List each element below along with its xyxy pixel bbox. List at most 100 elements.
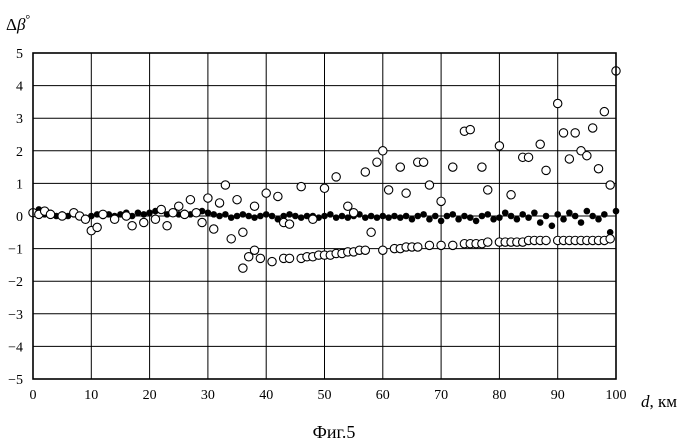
filled-point <box>222 211 228 217</box>
filled-point <box>485 211 491 217</box>
open-point <box>594 165 602 173</box>
filled-point <box>561 216 567 222</box>
open-point <box>524 153 532 161</box>
filled-point <box>537 220 543 226</box>
filled-point <box>549 223 555 229</box>
filled-point <box>228 215 234 221</box>
filled-point <box>269 213 275 219</box>
filled-point <box>508 213 514 219</box>
x-tick-label: 40 <box>259 388 273 403</box>
filled-point <box>380 213 386 219</box>
filled-point <box>479 213 485 219</box>
y-tick-label: 3 <box>16 112 23 127</box>
open-point <box>175 202 183 210</box>
filled-point <box>572 213 578 219</box>
open-point <box>425 181 433 189</box>
open-point <box>495 142 503 150</box>
open-point <box>542 236 550 244</box>
y-tick-label: 2 <box>16 145 23 160</box>
x-tick-label: 10 <box>84 388 98 403</box>
filled-point <box>205 210 211 216</box>
filled-point <box>368 213 374 219</box>
open-point <box>93 223 101 231</box>
open-point <box>606 235 614 243</box>
filled-point <box>240 211 246 217</box>
filled-point <box>461 213 467 219</box>
open-point <box>484 238 492 246</box>
open-point <box>361 168 369 176</box>
open-point <box>379 147 387 155</box>
filled-point <box>257 213 263 219</box>
open-point <box>425 241 433 249</box>
filled-point <box>415 213 421 219</box>
filled-point <box>491 216 497 222</box>
open-point <box>110 215 118 223</box>
filled-point <box>298 215 304 221</box>
open-point <box>256 254 264 262</box>
open-point <box>419 158 427 166</box>
open-point <box>221 181 229 189</box>
open-point <box>536 140 544 148</box>
open-point <box>233 196 241 204</box>
open-point <box>437 241 445 249</box>
open-point <box>484 186 492 194</box>
x-tick-label: 20 <box>143 388 157 403</box>
open-point <box>437 197 445 205</box>
filled-point <box>333 215 339 221</box>
filled-point <box>252 215 258 221</box>
y-tick-label: 5 <box>16 47 23 62</box>
filled-point <box>263 211 269 217</box>
x-tick-label: 60 <box>376 388 390 403</box>
open-point <box>379 246 387 254</box>
filled-point <box>141 211 147 217</box>
filled-point <box>322 213 328 219</box>
open-point <box>180 210 188 218</box>
open-point <box>320 184 328 192</box>
filled-point <box>409 216 415 222</box>
open-point <box>285 220 293 228</box>
filled-point <box>234 213 240 219</box>
filled-point <box>566 210 572 216</box>
open-point <box>332 173 340 181</box>
filled-point <box>391 213 397 219</box>
open-point <box>349 209 357 217</box>
open-point <box>373 158 381 166</box>
open-point <box>227 235 235 243</box>
open-point <box>361 246 369 254</box>
x-axis-label: d, км <box>641 392 677 411</box>
filled-point <box>362 215 368 221</box>
filled-point <box>531 210 537 216</box>
open-point <box>559 129 567 137</box>
filled-point <box>217 213 223 219</box>
filled-point <box>578 220 584 226</box>
x-tick-label: 30 <box>201 388 215 403</box>
open-point <box>297 182 305 190</box>
filled-point <box>432 213 438 219</box>
filled-point <box>339 213 345 219</box>
x-tick-label: 70 <box>434 388 448 403</box>
x-tick-label: 50 <box>318 388 332 403</box>
open-point <box>588 124 596 132</box>
filled-point <box>456 216 462 222</box>
filled-point <box>496 215 502 221</box>
y-tick-label: −2 <box>8 275 23 290</box>
filled-point <box>444 213 450 219</box>
open-point <box>274 192 282 200</box>
open-point <box>396 163 404 171</box>
figure-caption: Фиг.5 <box>313 422 356 442</box>
filled-point <box>502 210 508 216</box>
open-point <box>554 99 562 107</box>
filled-point <box>555 211 561 217</box>
y-tick-label: 1 <box>16 177 23 192</box>
y-tick-label: −1 <box>8 243 23 258</box>
open-point <box>122 212 130 220</box>
open-point <box>309 215 317 223</box>
open-point <box>367 228 375 236</box>
filled-point <box>590 213 596 219</box>
open-point <box>285 254 293 262</box>
x-tick-label: 0 <box>30 388 37 403</box>
open-point <box>99 210 107 218</box>
open-point <box>250 246 258 254</box>
y-axis-label: Δβ° <box>6 12 30 34</box>
